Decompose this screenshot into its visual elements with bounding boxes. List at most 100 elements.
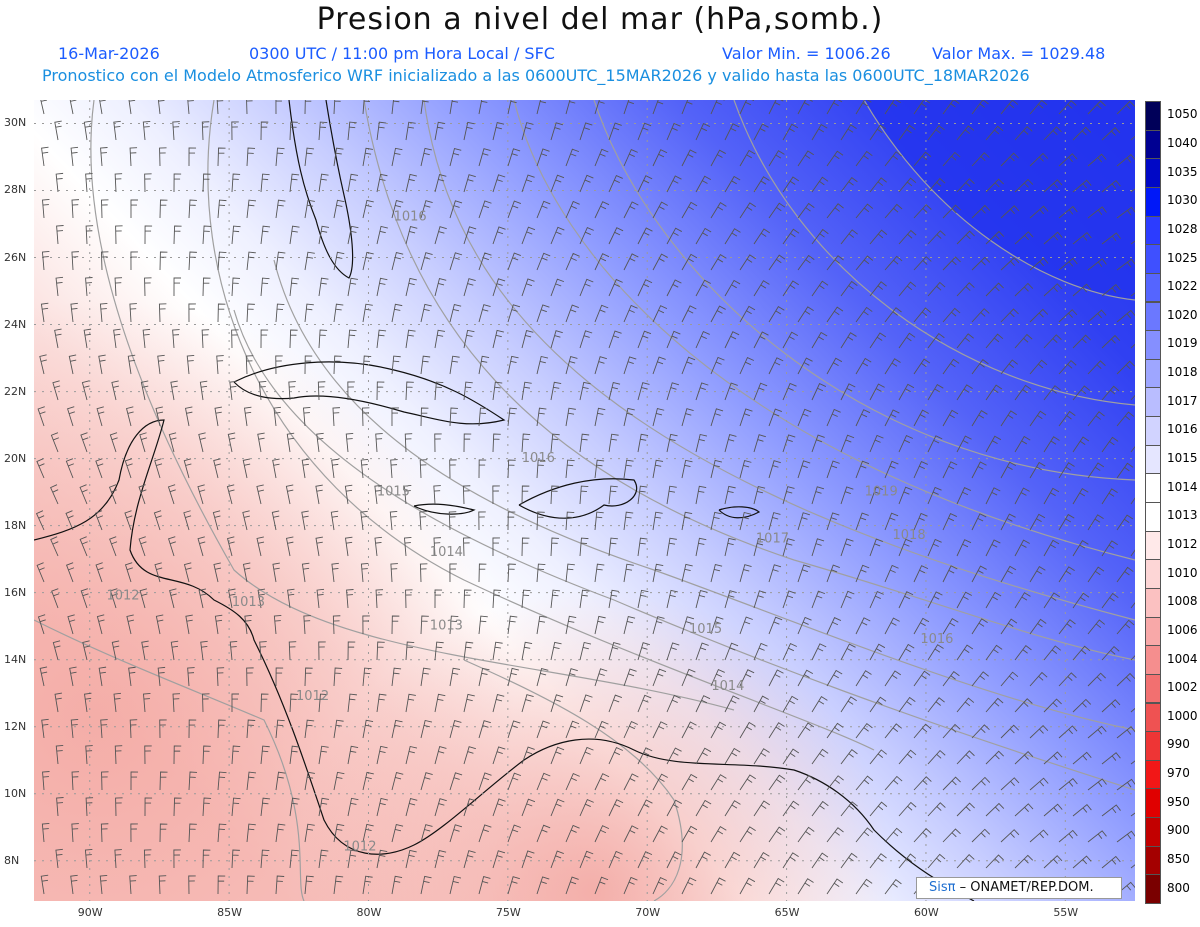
wind-barb: [1014, 487, 1030, 505]
wind-barb: [521, 433, 531, 453]
wind-barb: [826, 150, 844, 167]
latitude-label: 24N: [4, 317, 27, 331]
wind-barb: [463, 693, 475, 713]
colorbar-swatch: [1145, 158, 1161, 188]
wind-barb: [391, 200, 404, 219]
wind-barb: [579, 433, 590, 453]
wind-barb: [1130, 602, 1135, 609]
colorbar-label: 1022: [1167, 279, 1198, 294]
wind-barb: [507, 200, 522, 219]
wind-barb: [1014, 750, 1034, 765]
wind-barb: [623, 100, 634, 115]
wind-barb: [333, 667, 343, 687]
wind-barb: [971, 565, 987, 583]
wind-barb: [637, 589, 649, 609]
wind-barb: [217, 147, 226, 167]
wind-barb: [869, 229, 888, 245]
wind-barb: [710, 356, 725, 375]
wind-barb: [971, 204, 991, 219]
wind-barb: [942, 565, 958, 583]
wind-barb: [419, 459, 428, 479]
wind-barb: [695, 590, 708, 609]
wind-barb: [724, 175, 741, 193]
wind-barb: [391, 303, 403, 323]
wind-barb: [231, 693, 239, 713]
wind-barb: [1029, 257, 1049, 271]
wind-barb: [1101, 127, 1121, 141]
wind-barb: [913, 565, 929, 583]
wind-barb: [826, 203, 844, 219]
credit-text: – ONAMET/REP.DOM.: [959, 880, 1094, 895]
wind-barb: [942, 100, 960, 115]
wind-barb: [681, 616, 695, 635]
colorbar-label: 1013: [1167, 508, 1198, 523]
wind-barb: [884, 255, 903, 271]
wind-barb: [275, 355, 283, 375]
min-value: Valor Min. = 1006.26: [722, 44, 891, 63]
wind-barb: [507, 407, 517, 427]
wind-barb: [1029, 205, 1049, 219]
wind-barb: [36, 562, 45, 583]
wind-barb: [652, 253, 668, 271]
wind-barb: [188, 823, 197, 843]
wind-barb: [608, 174, 623, 193]
wind-barb: [188, 251, 197, 271]
wind-barb: [753, 537, 766, 557]
wind-barb: [956, 125, 975, 141]
wind-barb: [246, 667, 254, 687]
wind-barb: [666, 330, 681, 349]
wind-barb: [70, 874, 78, 895]
colorbar-swatch: [1145, 702, 1161, 733]
colorbar-swatch: [1145, 817, 1161, 847]
wind-barb: [739, 669, 755, 687]
wind-barb: [420, 355, 431, 375]
wind-barb: [869, 124, 887, 141]
wind-barb: [260, 121, 269, 141]
wind-barb: [129, 147, 138, 167]
wind-barb: [927, 435, 943, 453]
wind-barb: [666, 227, 683, 245]
colorbar-swatch: [1145, 673, 1161, 704]
wind-barb: [1058, 205, 1078, 219]
wind-barb: [1087, 153, 1107, 167]
wind-barb: [318, 693, 328, 713]
wind-barb: [345, 432, 354, 453]
wind-barb: [869, 801, 888, 817]
wind-barb: [666, 747, 682, 765]
wind-barb: [246, 147, 256, 167]
wind-barb: [927, 591, 943, 609]
wind-barb: [753, 642, 768, 661]
wind-barb: [173, 277, 182, 297]
wind-barb: [550, 174, 565, 193]
wind-barb: [184, 406, 193, 427]
wind-barb: [188, 199, 197, 219]
wind-barb: [172, 329, 180, 349]
wind-barb: [111, 640, 120, 661]
wind-barb: [463, 641, 474, 661]
wind-barb: [1014, 384, 1032, 401]
wind-barb: [594, 148, 609, 167]
wind-barb: [1014, 698, 1033, 713]
wind-barb: [216, 667, 225, 687]
wind-barb: [275, 303, 285, 323]
colorbar-label: 1010: [1167, 565, 1198, 580]
wind-barb: [1000, 565, 1017, 583]
wind-barb: [333, 771, 345, 791]
wind-barb: [550, 278, 565, 297]
wind-barb: [50, 536, 59, 557]
wind-barb: [159, 823, 168, 843]
wind-barb: [50, 432, 60, 453]
longitude-label: 80W: [356, 906, 382, 919]
wind-barb: [768, 616, 783, 635]
wind-barb: [913, 256, 932, 271]
map-title: Presion a nivel del mar (hPa,somb.): [316, 2, 884, 37]
wind-barb: [318, 225, 330, 245]
wind-barb: [521, 122, 534, 141]
wind-barb: [985, 333, 1004, 349]
colorbar-label: 850: [1167, 852, 1190, 867]
wind-barb: [782, 176, 800, 193]
wind-barb: [344, 536, 353, 557]
wind-barb: [275, 667, 284, 687]
wind-barb: [492, 589, 502, 609]
wind-barb: [753, 382, 768, 401]
